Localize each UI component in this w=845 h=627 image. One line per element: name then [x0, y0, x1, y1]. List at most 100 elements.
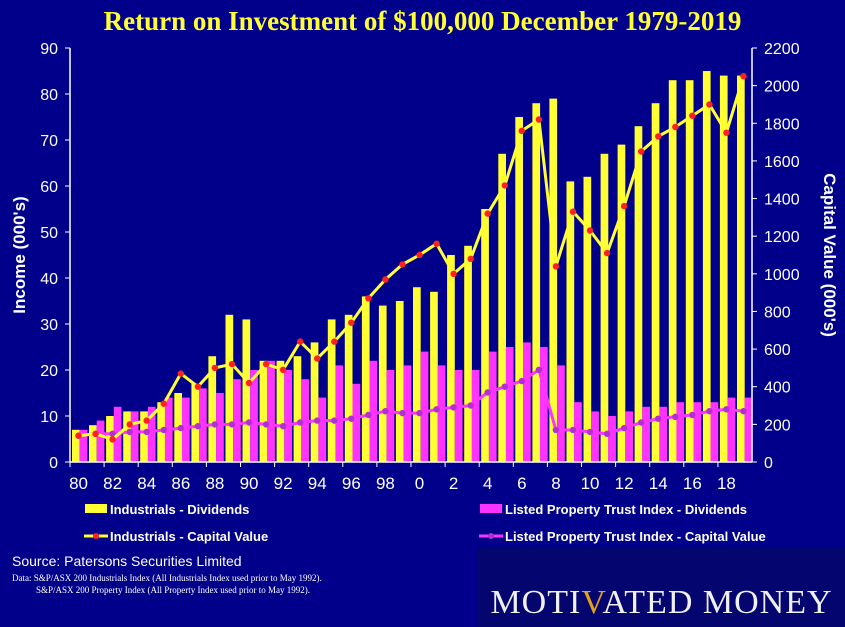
y2-tick-label: 800 [764, 304, 791, 321]
bar-property-dividends [625, 411, 633, 462]
bar-property-dividends [284, 370, 292, 462]
bar-industrials-dividends [327, 319, 336, 462]
bar-property-dividends [386, 370, 395, 462]
x-tick-label: 82 [103, 474, 122, 493]
industrials-capital-point [262, 360, 270, 368]
property-capital-point [416, 409, 423, 417]
industrials-capital-point [638, 148, 645, 155]
x-tick-label: 10 [581, 474, 600, 493]
bar-industrials-dividends [225, 314, 234, 462]
y2-tick-label: 600 [764, 342, 791, 359]
property-capital-point [672, 413, 679, 420]
x-tick-label: 96 [342, 474, 361, 493]
bar-industrials-dividends [583, 176, 592, 463]
bar-industrials-dividends [532, 103, 541, 462]
source-text: Source: Patersons Securities Limited [12, 553, 242, 569]
legend-marker-industrials-capital [93, 533, 99, 539]
bar-property-dividends [505, 347, 514, 462]
industrials-capital-point [518, 127, 525, 134]
bar-property-dividends [250, 370, 258, 462]
property-capital-point [689, 411, 696, 419]
bar-property-dividends [676, 402, 685, 462]
bar-industrials-dividends [447, 255, 455, 462]
property-capital-point [143, 428, 150, 436]
y-tick-label: 90 [40, 41, 58, 58]
property-capital-point [501, 383, 508, 390]
bar-industrials-dividends [430, 291, 438, 462]
data-note-1: Data: S&P/ASX 200 Industrials Index (All… [12, 573, 322, 583]
bar-industrials-dividends [242, 319, 251, 462]
industrials-capital-point [211, 364, 219, 372]
y-tick-label: 0 [49, 455, 58, 472]
property-capital-point [552, 426, 560, 434]
industrials-capital-point [620, 202, 628, 210]
y-tick-label: 20 [40, 363, 58, 380]
y2-tick-label: 1600 [764, 154, 800, 171]
property-capital-point [518, 377, 525, 385]
bar-industrials-dividends [378, 305, 387, 462]
bar-industrials-dividends [413, 287, 421, 462]
y-tick-label: 10 [40, 409, 58, 426]
bar-industrials-dividends [515, 117, 523, 462]
industrials-capital-point [672, 123, 679, 131]
bar-industrials-dividends [310, 342, 319, 462]
property-capital-point [603, 430, 611, 437]
bar-industrials-dividends [140, 411, 148, 462]
bar-industrials-dividends [600, 153, 609, 463]
bar-property-dividends [233, 379, 241, 462]
x-tick-label: 86 [171, 474, 190, 493]
bar-industrials-dividends [259, 360, 268, 462]
industrials-capital-point [177, 370, 184, 377]
property-capital-point [262, 421, 270, 428]
industrials-capital-line [78, 75, 745, 442]
property-capital-point [399, 409, 406, 417]
y-tick-label: 40 [40, 271, 58, 288]
x-tick-label: 90 [240, 474, 259, 493]
bar-industrials-dividends [737, 75, 745, 462]
industrials-capital-point [586, 227, 594, 234]
industrials-capital-point [689, 112, 696, 119]
y2-tick-label: 1000 [764, 267, 800, 284]
bar-property-dividends [130, 411, 139, 462]
y2-tick-label: 400 [764, 380, 791, 397]
bar-property-dividends [437, 365, 446, 462]
bar-industrials-dividends [157, 402, 165, 462]
bar-industrials-dividends [549, 98, 558, 462]
legend-label-industrials-capital: Industrials - Capital Value [110, 529, 268, 544]
industrials-capital-point [143, 417, 150, 424]
property-capital-point [126, 428, 133, 436]
bar-industrials-dividends [344, 314, 353, 462]
property-capital-point [365, 411, 372, 419]
legend-swatch-industrials-dividends [85, 504, 107, 513]
bar-property-dividends [557, 365, 565, 462]
bar-industrials-dividends [702, 71, 711, 462]
property-capital-point [433, 406, 440, 413]
industrials-capital-point [160, 400, 167, 407]
property-capital-point [194, 423, 202, 430]
bar-industrials-dividends [72, 429, 80, 462]
bar-property-dividends [318, 397, 327, 462]
bar-property-dividends [96, 420, 105, 462]
bar-industrials-dividends [566, 181, 575, 462]
property-capital-point [706, 408, 713, 415]
y-tick-label: 30 [40, 317, 58, 334]
bar-property-dividends [574, 402, 582, 462]
property-capital-point [109, 430, 116, 437]
x-tick-label: 16 [683, 474, 702, 493]
bar-property-dividends [216, 393, 224, 462]
industrials-capital-point [740, 73, 747, 80]
bar-industrials-dividends [191, 383, 200, 462]
bar-property-dividends [523, 342, 531, 462]
legend-swatch-property-dividends [480, 504, 502, 513]
bar-property-dividends [710, 402, 719, 462]
legend-marker-property-capital [488, 533, 494, 539]
bar-industrials-dividends [719, 75, 728, 462]
x-tick-label: 4 [483, 474, 492, 493]
bar-property-dividends [642, 406, 650, 462]
industrials-capital-point [348, 319, 355, 326]
property-capital-point [740, 408, 747, 415]
bar-industrials-dividends [668, 80, 677, 462]
property-capital-point [586, 428, 594, 436]
bar-property-dividends [540, 347, 548, 462]
property-capital-point [467, 402, 474, 409]
